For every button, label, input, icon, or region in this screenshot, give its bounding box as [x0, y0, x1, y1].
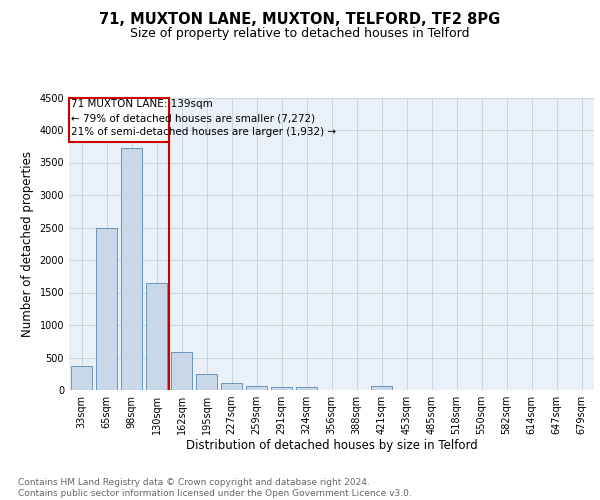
- Bar: [96, 228, 117, 390]
- Y-axis label: Number of detached properties: Number of detached properties: [21, 151, 34, 337]
- FancyBboxPatch shape: [69, 98, 169, 142]
- Text: 71, MUXTON LANE, MUXTON, TELFORD, TF2 8PG: 71, MUXTON LANE, MUXTON, TELFORD, TF2 8P…: [100, 12, 500, 28]
- Bar: [121, 148, 142, 390]
- Bar: [146, 284, 167, 390]
- Bar: [221, 383, 242, 390]
- Bar: [171, 352, 192, 390]
- Bar: [371, 386, 392, 390]
- Text: Size of property relative to detached houses in Telford: Size of property relative to detached ho…: [130, 28, 470, 40]
- Bar: [271, 387, 292, 390]
- Bar: [296, 388, 317, 390]
- Bar: [71, 366, 92, 390]
- Bar: [196, 374, 217, 390]
- X-axis label: Distribution of detached houses by size in Telford: Distribution of detached houses by size …: [185, 438, 478, 452]
- Text: Contains HM Land Registry data © Crown copyright and database right 2024.
Contai: Contains HM Land Registry data © Crown c…: [18, 478, 412, 498]
- Text: 71 MUXTON LANE: 139sqm
← 79% of detached houses are smaller (7,272)
21% of semi-: 71 MUXTON LANE: 139sqm ← 79% of detached…: [71, 100, 336, 138]
- Bar: [246, 386, 267, 390]
